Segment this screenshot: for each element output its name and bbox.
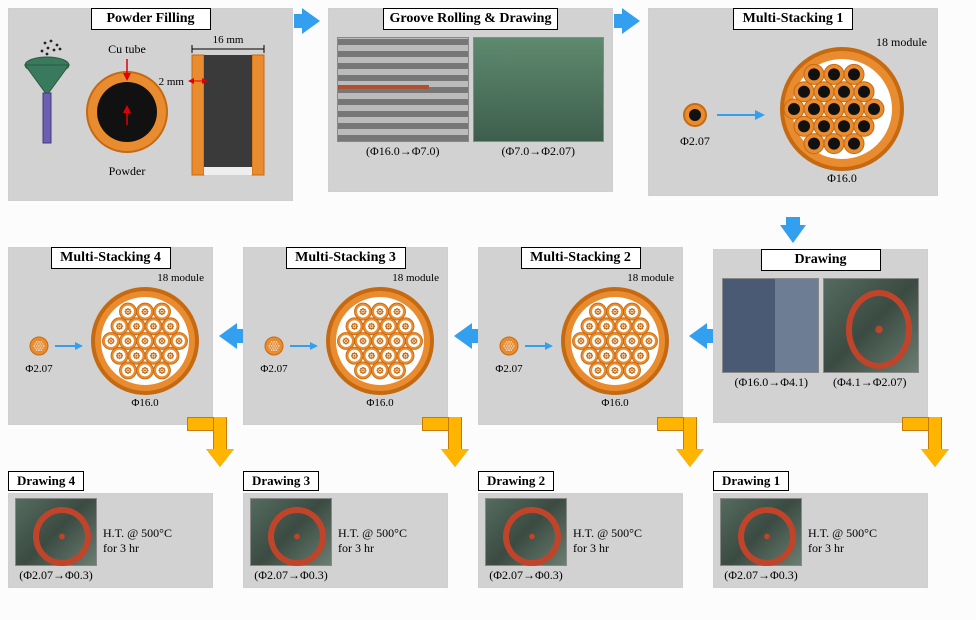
ms4-module: 18 module [157,272,204,284]
ms2-module: 18 module [627,272,674,284]
yarrow-2 [671,417,701,472]
cap-draw-right: (Φ4.1→Φ2.07) [833,375,907,390]
label-powder: Powder [109,164,146,178]
svg-text:2 mm: 2 mm [159,76,185,88]
photo-d4 [15,498,97,566]
panel-d2: Drawing 2 (Φ2.07→Φ0.3) H.T. @ 500°C for … [478,471,683,588]
svg-text:Φ16.0: Φ16.0 [827,171,857,185]
photo-d1 [720,498,802,566]
arrow-r2-1 [213,323,243,349]
title-powder-filling: Powder Filling [91,8,211,30]
ms1-module: 18 module [876,35,927,50]
title-ms3: Multi-Stacking 3 [286,247,406,269]
panel-d4: Drawing 4 (Φ2.07→Φ0.3) H.T. @ 500°C for … [8,471,213,588]
title-ms2: Multi-Stacking 2 [521,247,641,269]
cap-d1: (Φ2.07→Φ0.3) [720,568,802,583]
ms3-module: 18 module [392,272,439,284]
svg-text:Φ2.07: Φ2.07 [680,134,710,148]
cap-d2: (Φ2.07→Φ0.3) [485,568,567,583]
ms2-svg: Φ2.07 Φ16.0 [487,276,677,411]
title-drawing: Drawing [761,249,881,271]
panel-d3: Drawing 3 (Φ2.07→Φ0.3) H.T. @ 500°C for … [243,471,448,588]
photo-drawing-wheel [823,278,920,373]
svg-text:Φ2.07: Φ2.07 [260,363,288,375]
yarrow-1 [916,417,946,472]
cap-groove-left: (Φ16.0→Φ7.0) [366,144,440,159]
row1-grid: Powder Filling [8,8,968,221]
title-ms1: Multi-Stacking 1 [733,8,853,30]
photo-drawing-lathe [722,278,819,373]
svg-text:Φ16.0: Φ16.0 [366,397,394,409]
powder-filling-svg: Cu tube Powder 16 mm 2 [17,37,287,187]
svg-text:16 mm: 16 mm [213,34,244,46]
panel-ms4: Multi-Stacking 4 18 module Φ2.07 Φ16.0 [8,247,213,425]
arrow-r1-2 [613,8,648,34]
panel-drawing: Drawing (Φ16.0→Φ4.1) (Φ4.1→Φ2.07) [713,249,928,423]
ht-d2: H.T. @ 500°C for 3 hr [573,526,643,555]
cap-d3: (Φ2.07→Φ0.3) [250,568,332,583]
svg-text:Φ16.0: Φ16.0 [601,397,629,409]
ms4-svg: Φ2.07 Φ16.0 [17,276,207,411]
title-d2: Drawing 2 [478,471,554,491]
arrow-r1-1 [293,8,328,34]
svg-text:Φ2.07: Φ2.07 [25,363,53,375]
svg-text:Φ16.0: Φ16.0 [131,397,159,409]
yarrow-3 [436,417,466,472]
photo-d2 [485,498,567,566]
title-ms4: Multi-Stacking 4 [51,247,171,269]
photo-d3 [250,498,332,566]
ht-d1: H.T. @ 500°C for 3 hr [808,526,878,555]
svg-text:Φ2.07: Φ2.07 [495,363,523,375]
title-groove: Groove Rolling & Drawing [383,8,559,30]
panel-groove-rolling: Groove Rolling & Drawing (Φ16.0→Φ7.0) (Φ… [328,8,613,192]
photo-drawing-bench-1 [473,37,605,142]
arrow-r2-3 [683,323,713,349]
ms1-pack-overlay [774,49,894,169]
label-cu-tube: Cu tube [108,42,146,56]
arrow-r2-2 [448,323,478,349]
yarrow-4 [201,417,231,472]
ht-d4: H.T. @ 500°C for 3 hr [103,526,173,555]
yellow-arrow-row [8,423,968,471]
title-d1: Drawing 1 [713,471,789,491]
photo-groove-rolling [337,37,469,142]
cap-d4: (Φ2.07→Φ0.3) [15,568,97,583]
ms3-svg: Φ2.07 Φ16.0 [252,276,442,411]
ht-d3: H.T. @ 500°C for 3 hr [338,526,408,555]
panel-ms2: Multi-Stacking 2 18 module Φ2.07 Φ16.0 [478,247,683,425]
panel-d1: Drawing 1 (Φ2.07→Φ0.3) H.T. @ 500°C for … [713,471,928,588]
row3-grid: Drawing 4 (Φ2.07→Φ0.3) H.T. @ 500°C for … [8,471,968,588]
panel-ms3: Multi-Stacking 3 18 module Φ2.07 Φ16.0 [243,247,448,425]
row2-grid: Multi-Stacking 4 18 module Φ2.07 Φ16.0 [8,247,968,425]
panel-ms1: Multi-Stacking 1 18 module Φ2.07 [648,8,938,196]
arrow-down-1 [648,221,938,247]
cap-groove-right: (Φ7.0→Φ2.07) [501,144,575,159]
cap-draw-left: (Φ16.0→Φ4.1) [734,375,808,390]
panel-powder-filling: Powder Filling [8,8,293,201]
title-d4: Drawing 4 [8,471,84,491]
title-d3: Drawing 3 [243,471,319,491]
